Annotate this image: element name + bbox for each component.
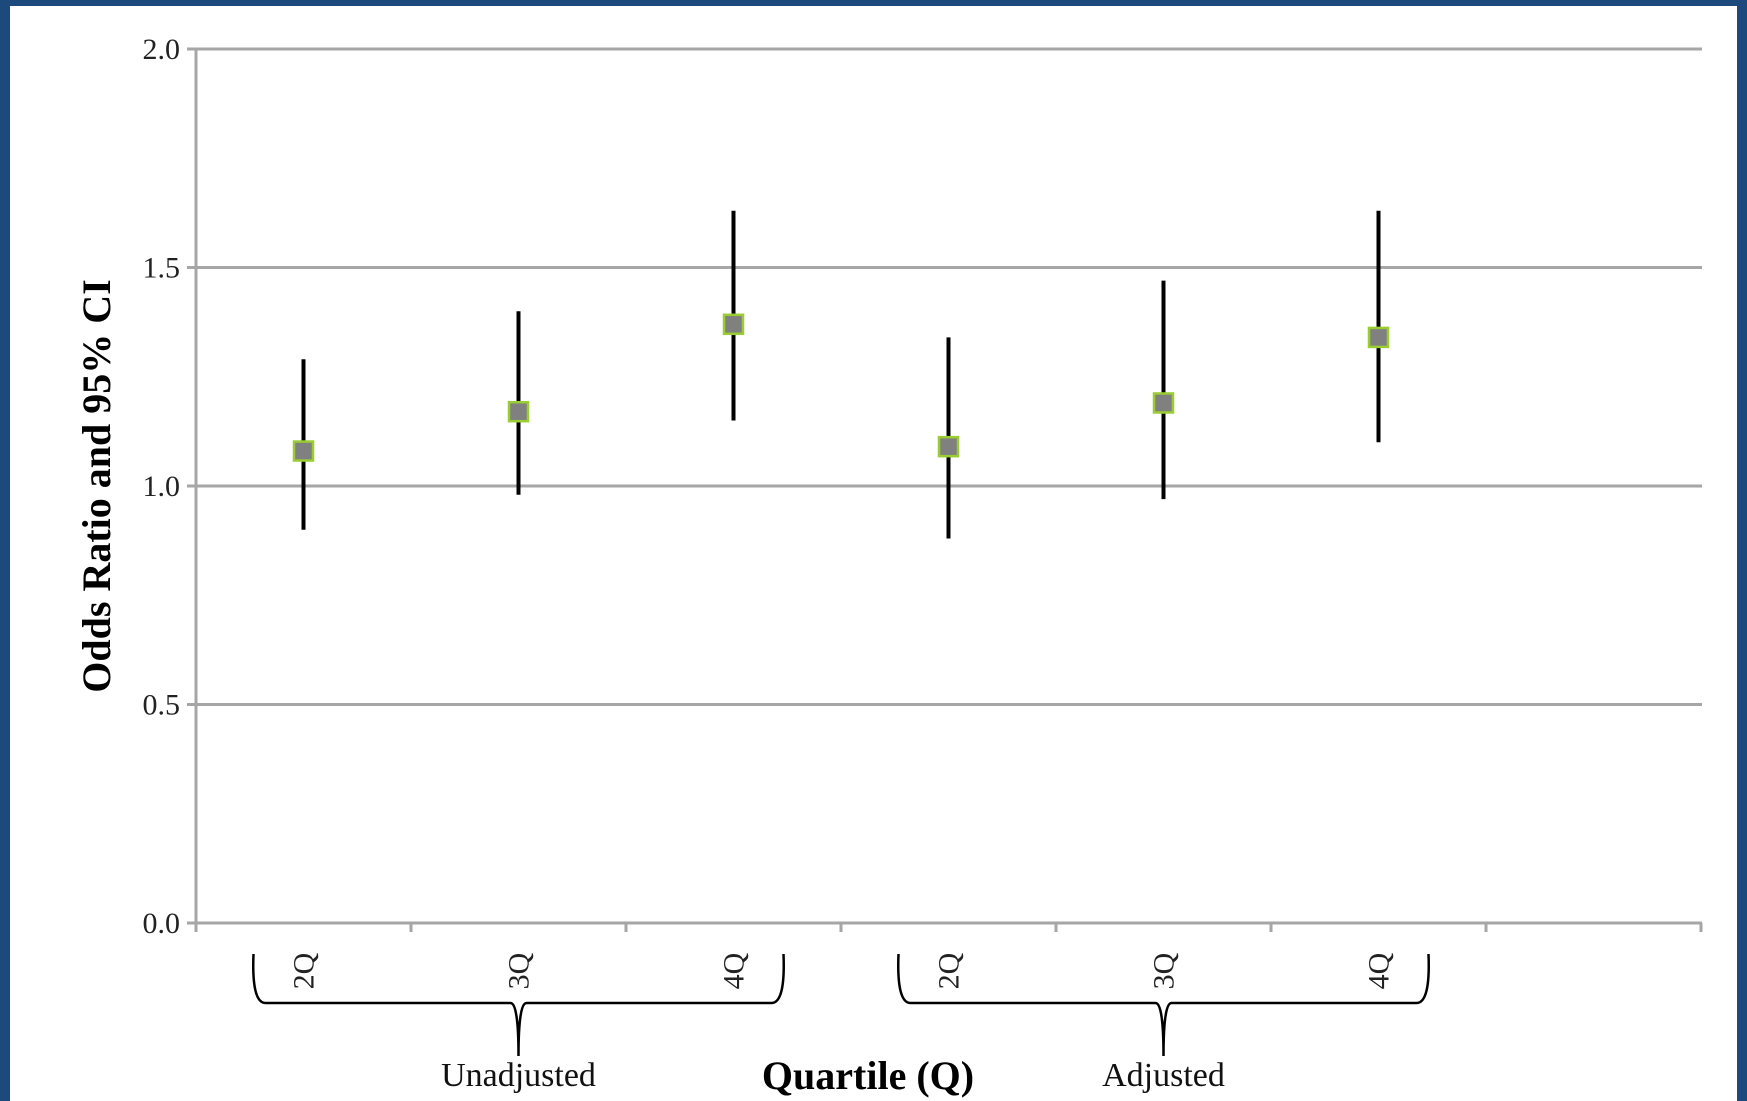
odds-ratio-marker	[722, 313, 745, 336]
x-tick-labels: 2Q 3Q 4Q 2Q 3Q 4Q	[288, 952, 1396, 989]
y-tick-label: 1.0	[143, 470, 181, 503]
group-brace	[897, 953, 1430, 1057]
x-tick-label: 3Q	[503, 952, 536, 989]
odds-ratio-marker	[1367, 326, 1390, 349]
gridlines	[196, 47, 1702, 706]
x-axis-title: Quartile (Q)	[762, 1053, 974, 1098]
x-tick-label: 2Q	[288, 952, 321, 989]
y-tick-label: 0.0	[143, 907, 181, 940]
y-tick-label: 2.0	[143, 33, 181, 66]
y-tick-labels: 0.0 0.5 1.0 1.5 2.0	[143, 33, 181, 940]
y-axis-title: Odds Ratio and 95% CI	[74, 279, 119, 692]
odds-ratio-marker	[1152, 392, 1175, 414]
data-marks	[292, 210, 1390, 539]
y-tick-label: 0.5	[143, 689, 181, 722]
axes	[187, 47, 1703, 932]
odds-ratio-marker	[292, 440, 315, 462]
chart-frame: 0.0 0.5 1.0 1.5 2.0 2Q 3Q 4Q 2Q 3Q 4Q Unadjusted A…	[10, 6, 1737, 1101]
odds-ratio-marker	[937, 435, 960, 458]
group-brace	[252, 953, 785, 1057]
x-tick-label: 4Q	[1363, 952, 1396, 989]
x-tick-label: 3Q	[1148, 952, 1181, 989]
x-tick-label: 4Q	[718, 952, 751, 989]
odds-ratio-marker	[507, 400, 530, 423]
group-label: Adjusted	[1102, 1057, 1225, 1094]
y-tick-label: 1.5	[143, 252, 181, 285]
x-tick-label: 2Q	[933, 952, 966, 989]
group-braces: Unadjusted Adjusted	[252, 953, 1430, 1094]
group-label: Unadjusted	[441, 1057, 596, 1094]
odds-ratio-chart: 0.0 0.5 1.0 1.5 2.0 2Q 3Q 4Q 2Q 3Q 4Q Unadjusted A…	[74, 33, 1703, 1098]
